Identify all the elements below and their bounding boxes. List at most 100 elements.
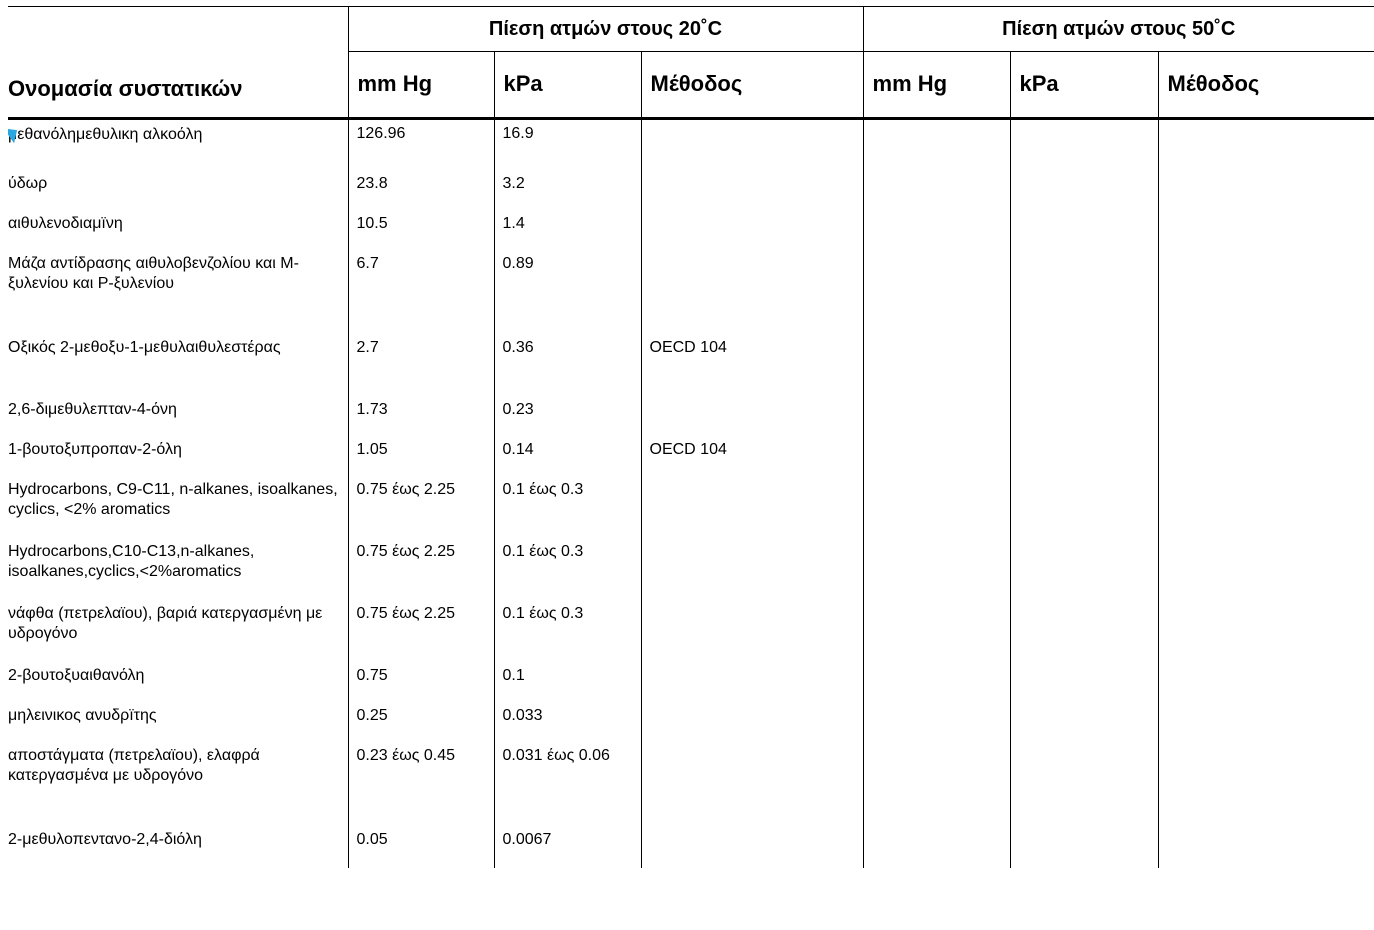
header-group-row: Πίεση ατμών στους 20˚C Πίεση ατμών στους… — [8, 6, 1374, 52]
mmhg-20c-text: 10.5 — [356, 215, 388, 232]
mmhg-20c-cell: 23.8 — [347, 170, 494, 210]
method-20c-cell: OECD 104 — [640, 436, 864, 476]
method-20c-text: OECD 104 — [649, 441, 727, 458]
table-row: Οξικός 2-μεθοξυ-1-μεθυλαιθυλεστέρας 2.7 0.… — [8, 334, 1374, 396]
component-name-text: 2-μεθυλοπεντανο-2,4-διόλη — [8, 831, 202, 848]
table-row: ύδωρ 23.8 3.2 — [8, 170, 1374, 210]
method-20c-cell — [640, 662, 864, 702]
kpa-50c-cell — [1009, 334, 1159, 396]
mmhg-50c-cell — [862, 742, 1011, 826]
method-20c-cell — [640, 250, 864, 334]
kpa-20c-cell: 0.033 — [493, 702, 641, 742]
header-method-20c: Μέθοδος — [640, 51, 864, 120]
method-50c-cell — [1157, 334, 1374, 396]
method-50c-cell — [1157, 210, 1374, 250]
method-20c-cell — [640, 538, 864, 600]
kpa-20c-text: 0.033 — [502, 707, 543, 724]
kpa-20c-text: 1.4 — [502, 215, 525, 232]
kpa-20c-text: 0.23 — [502, 401, 534, 418]
mmhg-20c-cell: 6.7 — [347, 250, 494, 334]
mmhg-20c-cell: 0.05 — [347, 826, 494, 868]
kpa-50c-cell — [1009, 702, 1159, 742]
kpa-50c-cell — [1009, 742, 1159, 826]
component-name-cell: 1-βουτοξυπροπαν-2-όλη — [8, 436, 348, 476]
kpa-20c-text: 3.2 — [502, 175, 525, 192]
kpa-20c-cell: 0.1 έως 0.3 — [493, 476, 641, 538]
component-name-cell: Hydrocarbons, C9-C11, n-alkanes, isoalka… — [8, 476, 348, 538]
method-50c-cell — [1157, 538, 1374, 600]
mmhg-50c-cell — [862, 826, 1011, 868]
component-name-text: Hydrocarbons, C9-C11, n-alkanes, isoalka… — [8, 481, 338, 518]
mmhg-50c-cell — [862, 118, 1011, 170]
mmhg-50c-cell — [862, 210, 1011, 250]
method-50c-cell — [1157, 826, 1374, 868]
component-name-text: 1-βουτοξυπροπαν-2-όλη — [8, 441, 182, 458]
method-20c-text: OECD 104 — [649, 339, 727, 356]
header-mmhg-20c: mm Hg — [347, 51, 494, 120]
table-row: Μάζα αντίδρασης αιθυλοβενζολίου και Μ-ξυ… — [8, 250, 1374, 334]
header-kpa-50c: kPa — [1009, 51, 1159, 120]
method-50c-cell — [1157, 396, 1374, 436]
mmhg-50c-cell — [862, 170, 1011, 210]
mmhg-20c-cell: 0.75 έως 2.25 — [347, 600, 494, 662]
component-name-text: αιθυλενοδιαμïνη — [8, 215, 123, 232]
mmhg-20c-cell: 0.75 έως 2.25 — [347, 476, 494, 538]
kpa-20c-cell: 1.4 — [493, 210, 641, 250]
table-row: μηλεινικος ανυδρïτης 0.25 0.033 — [8, 702, 1374, 742]
mmhg-50c-cell — [862, 436, 1011, 476]
component-name-text: αποστάγματα (πετρελαϊου), ελαφρά κατεργα… — [8, 747, 260, 784]
table-row: αιθυλενοδιαμïνη 10.5 1.4 — [8, 210, 1374, 250]
kpa-20c-text: 16.9 — [502, 124, 534, 142]
mmhg-50c-cell — [862, 250, 1011, 334]
header-component-name: Ονομασία συστατικών — [8, 51, 348, 120]
component-name-cell: αιθυλενοδιαμïνη — [8, 210, 348, 250]
component-name-text: 2-βουτοξυαιθανόλη — [8, 667, 145, 684]
method-50c-cell — [1157, 662, 1374, 702]
kpa-20c-cell: 0.1 έως 0.3 — [493, 538, 641, 600]
component-name-text: ύδωρ — [8, 175, 48, 192]
method-50c-cell — [1157, 702, 1374, 742]
mmhg-20c-cell: 0.23 έως 0.45 — [347, 742, 494, 826]
table-row: 1-βουτοξυπροπαν-2-όλη 1.05 0.14 OECD 104 — [8, 436, 1374, 476]
kpa-20c-cell: 0.89 — [493, 250, 641, 334]
header-method-50c: Μέθοδος — [1157, 51, 1374, 120]
kpa-20c-text: 0.89 — [502, 255, 534, 272]
mmhg-50c-cell — [862, 334, 1011, 396]
kpa-50c-cell — [1009, 600, 1159, 662]
method-20c-cell — [640, 170, 864, 210]
kpa-20c-cell: 0.23 — [493, 396, 641, 436]
kpa-50c-cell — [1009, 476, 1159, 538]
mmhg-20c-cell: 10.5 — [347, 210, 494, 250]
mmhg-20c-text: 0.05 — [356, 831, 388, 848]
kpa-20c-text: 0.031 έως 0.06 — [502, 747, 610, 764]
kpa-20c-cell: 0.0067 — [493, 826, 641, 868]
mmhg-20c-text: 0.75 — [356, 667, 388, 684]
kpa-20c-text: 0.36 — [502, 339, 534, 356]
component-name-text: Οξικός 2-μεθοξυ-1-μεθυλαιθυλεστέρας — [8, 339, 281, 356]
method-20c-cell — [640, 826, 864, 868]
mmhg-20c-text: 0.75 έως 2.25 — [356, 543, 456, 560]
header-columns-row: Ονομασία συστατικών mm Hg kPa Μέθοδος mm… — [8, 51, 1374, 120]
table-row: νάφθα (πετρελαϊου), βαριά κατεργασμένη μ… — [8, 600, 1374, 662]
kpa-50c-cell — [1009, 118, 1159, 170]
mmhg-20c-text: 23.8 — [356, 175, 388, 192]
mmhg-20c-text: 0.75 έως 2.25 — [356, 481, 456, 498]
kpa-50c-cell — [1009, 538, 1159, 600]
kpa-20c-cell: 3.2 — [493, 170, 641, 210]
table-row: 2,6-διμεθυλεπταν-4-όνη 1.73 0.23 — [8, 396, 1374, 436]
method-20c-cell — [640, 396, 864, 436]
kpa-20c-cell: 0.031 έως 0.06 — [493, 742, 641, 826]
method-50c-cell — [1157, 170, 1374, 210]
mmhg-20c-text: 1.05 — [356, 441, 388, 458]
header-blank-cell — [8, 6, 348, 52]
method-50c-cell — [1157, 476, 1374, 538]
mmhg-20c-text: 1.73 — [356, 401, 388, 418]
method-50c-cell — [1157, 118, 1374, 170]
table-row: μεθανόλημεθυλικη αλκοόλη 126.96 16.9 — [8, 118, 1374, 170]
mmhg-50c-cell — [862, 702, 1011, 742]
component-name-cell: 2-βουτοξυαιθανόλη — [8, 662, 348, 702]
header-kpa-20c: kPa — [493, 51, 641, 120]
kpa-20c-text: 0.1 έως 0.3 — [502, 481, 584, 498]
method-50c-cell — [1157, 742, 1374, 826]
method-20c-cell — [640, 600, 864, 662]
